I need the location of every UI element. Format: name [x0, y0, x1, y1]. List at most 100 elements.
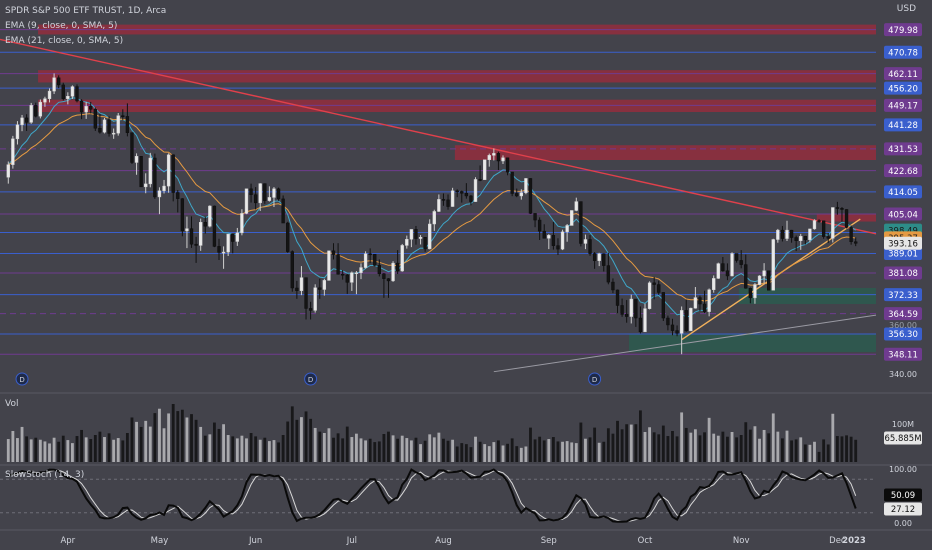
- volume-bar: [176, 411, 180, 462]
- volume-bar: [414, 437, 418, 462]
- volume-bar: [405, 438, 409, 462]
- candle-body: [144, 183, 148, 188]
- volume-bar: [588, 437, 592, 462]
- candle-body: [835, 207, 840, 209]
- volume-bar: [428, 434, 432, 462]
- volume-bar: [643, 431, 647, 462]
- volume-bar: [735, 437, 739, 462]
- candle-body: [382, 273, 386, 279]
- volume-bar: [813, 441, 816, 462]
- volume-bar: [139, 426, 143, 462]
- x-axis-label: 2023: [842, 536, 866, 546]
- candle-body: [501, 157, 505, 162]
- volume-bar: [849, 436, 853, 462]
- volume-bar: [451, 439, 455, 462]
- volume-bar: [753, 426, 757, 462]
- dividend-marker-label: D: [308, 376, 313, 384]
- candle-body: [221, 251, 226, 254]
- volume-bar: [396, 438, 400, 462]
- candle-body: [226, 233, 230, 253]
- candle-body: [849, 227, 853, 242]
- candle-body: [43, 98, 47, 103]
- volume-bar: [423, 440, 427, 462]
- candle-body: [748, 287, 753, 299]
- symbol-title[interactable]: SPDR S&P 500 ETF TRUST, 1D, Arca: [5, 6, 167, 16]
- volume-bar: [125, 433, 129, 462]
- volume-bar: [680, 412, 684, 462]
- volume-bar: [762, 429, 766, 462]
- price-level-tag: 372.33: [888, 291, 918, 301]
- candle-body: [107, 119, 111, 134]
- volume-bar: [611, 433, 615, 462]
- volume-bar: [295, 419, 299, 462]
- candle-body: [157, 190, 162, 198]
- volume-bar: [286, 421, 290, 462]
- candle-body: [483, 159, 487, 180]
- volume-bar: [483, 444, 487, 462]
- candle-body: [565, 225, 569, 233]
- candle-body: [533, 213, 537, 221]
- volume-bar: [464, 444, 468, 462]
- volume-bar: [739, 435, 743, 462]
- volume-bar: [606, 428, 610, 462]
- volume-bar: [254, 436, 258, 462]
- volume-bar: [496, 440, 500, 462]
- ema21-legend[interactable]: EMA (21, close, 0, SMA, 5): [5, 36, 124, 46]
- price-level-tag: 422.68: [888, 167, 918, 177]
- volume-bar: [354, 433, 358, 462]
- currency-label[interactable]: USD: [896, 4, 916, 14]
- candle-body: [698, 297, 702, 305]
- volume-bar: [52, 437, 56, 462]
- x-axis-label: Aug: [435, 536, 452, 546]
- candle-body: [625, 314, 629, 317]
- volume-bar: [373, 442, 377, 462]
- volume-bar: [364, 440, 368, 462]
- volume-bar: [107, 433, 111, 462]
- price-level-tag: 456.20: [888, 84, 918, 94]
- price-level-tag: 431.53: [888, 145, 918, 155]
- dividend-marker-label: D: [19, 376, 24, 384]
- volume-bar: [208, 434, 212, 462]
- candle-body: [286, 222, 290, 252]
- volume-bar: [185, 417, 189, 462]
- candle-body: [679, 310, 684, 334]
- volume-bar: [780, 438, 784, 462]
- volume-bar: [845, 435, 848, 462]
- volume-bar: [442, 438, 445, 462]
- candle-body: [611, 281, 615, 291]
- candle-body: [831, 207, 835, 239]
- volume-bar: [400, 435, 404, 462]
- candle-body: [79, 100, 84, 113]
- volume-bar: [826, 444, 830, 462]
- volume-bar: [249, 433, 253, 462]
- volume-bar: [597, 442, 601, 462]
- stoch-tick: 0.00: [894, 519, 912, 528]
- volume-bar: [267, 441, 271, 462]
- ema9-line: [7, 97, 856, 318]
- candle-body: [6, 164, 10, 178]
- stoch-label[interactable]: SlowStoch (14, 3): [5, 470, 85, 480]
- volume-bar: [689, 432, 693, 462]
- volume-bar: [808, 444, 812, 462]
- price-level-tag-bg: [884, 185, 922, 199]
- candle-body: [629, 298, 633, 317]
- volume-bar: [671, 430, 674, 462]
- volume-bar: [469, 447, 473, 462]
- candle-body: [11, 138, 15, 165]
- volume-bar: [776, 431, 780, 462]
- candle-body: [730, 253, 734, 277]
- candle-body: [331, 250, 336, 255]
- volume-bar: [359, 438, 363, 462]
- downtrend-trendline: [0, 38, 877, 235]
- candle-body: [171, 154, 175, 193]
- candle-body: [702, 303, 707, 312]
- candle-body: [350, 272, 354, 283]
- ema9-legend[interactable]: EMA (9, close, 0, SMA, 5): [5, 21, 118, 31]
- volume-bar: [698, 435, 702, 462]
- candle-body: [579, 201, 583, 244]
- volume-bar: [29, 439, 33, 462]
- candle-body: [240, 213, 244, 234]
- volume-bar: [167, 413, 171, 462]
- volume-label[interactable]: Vol: [5, 399, 19, 409]
